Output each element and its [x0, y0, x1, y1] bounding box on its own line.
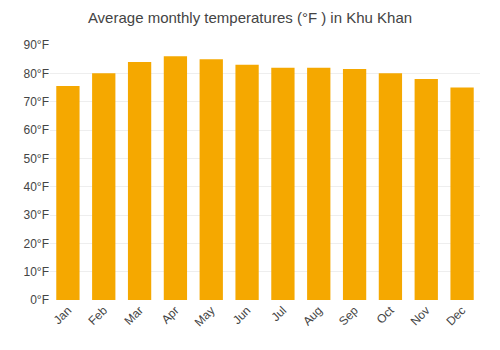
svg-text:50°F: 50°F [24, 152, 49, 166]
svg-text:20°F: 20°F [24, 237, 49, 251]
svg-text:Jun: Jun [230, 303, 254, 327]
svg-text:Average monthly temperatures (: Average monthly temperatures (°F ) in Kh… [88, 9, 412, 26]
svg-text:May: May [192, 303, 218, 329]
svg-text:Dec: Dec [443, 303, 468, 328]
svg-text:Apr: Apr [159, 303, 182, 326]
svg-text:Mar: Mar [121, 303, 146, 328]
svg-text:Feb: Feb [86, 303, 111, 328]
svg-text:Nov: Nov [408, 303, 433, 328]
svg-text:30°F: 30°F [24, 208, 49, 222]
svg-text:70°F: 70°F [24, 95, 49, 109]
svg-text:90°F: 90°F [24, 38, 49, 52]
svg-text:60°F: 60°F [24, 123, 49, 137]
svg-text:Oct: Oct [374, 303, 398, 327]
svg-text:Jul: Jul [269, 303, 290, 324]
svg-text:Aug: Aug [300, 303, 325, 328]
svg-text:0°F: 0°F [30, 293, 49, 307]
svg-text:40°F: 40°F [24, 180, 49, 194]
svg-text:80°F: 80°F [24, 67, 49, 81]
svg-text:Sep: Sep [336, 303, 361, 328]
svg-text:10°F: 10°F [24, 265, 49, 279]
svg-text:Jan: Jan [51, 303, 75, 327]
